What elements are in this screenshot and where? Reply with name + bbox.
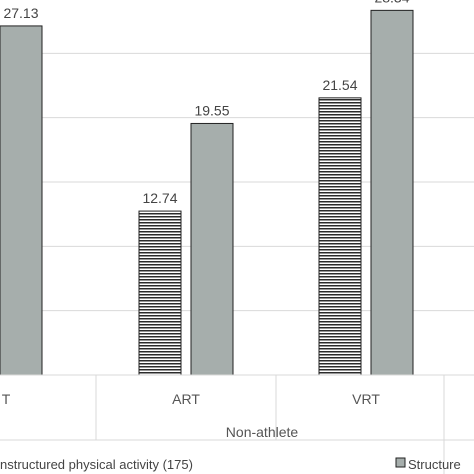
x-tick-label-vrt: VRT [352, 391, 380, 407]
x-tick-label-art: ART [172, 391, 200, 407]
legend-label-series-2: Structure [408, 457, 461, 472]
bar-vrt-series-1 [318, 97, 362, 376]
legend: nstructured physical activity (175) Struc… [0, 457, 461, 472]
value-label-art-series-2: 19.55 [194, 102, 229, 118]
bar-art-series-1 [138, 210, 182, 376]
value-label-vrt-series-1: 21.54 [322, 77, 357, 93]
bar-art-series-2 [190, 122, 234, 376]
value-label-art-series-1: 12.74 [142, 190, 177, 206]
bars [0, 9, 414, 376]
legend-label-series-1: nstructured physical activity (175) [0, 457, 193, 472]
value-labels: 27.13 12.74 19.55 21.54 28.34 [3, 0, 409, 206]
bar-vrt-series-2 [370, 9, 414, 376]
group-label: Non-athlete [226, 424, 299, 440]
value-label-vrt-series-2: 28.34 [374, 0, 409, 5]
x-tick-label-t: T [2, 391, 11, 407]
value-label-t-series-2: 27.13 [3, 5, 38, 21]
legend-swatch-series-2 [395, 457, 406, 468]
bar-t-series-2 [0, 25, 43, 376]
x-axis: T ART VRT Non-athlete [0, 374, 474, 474]
